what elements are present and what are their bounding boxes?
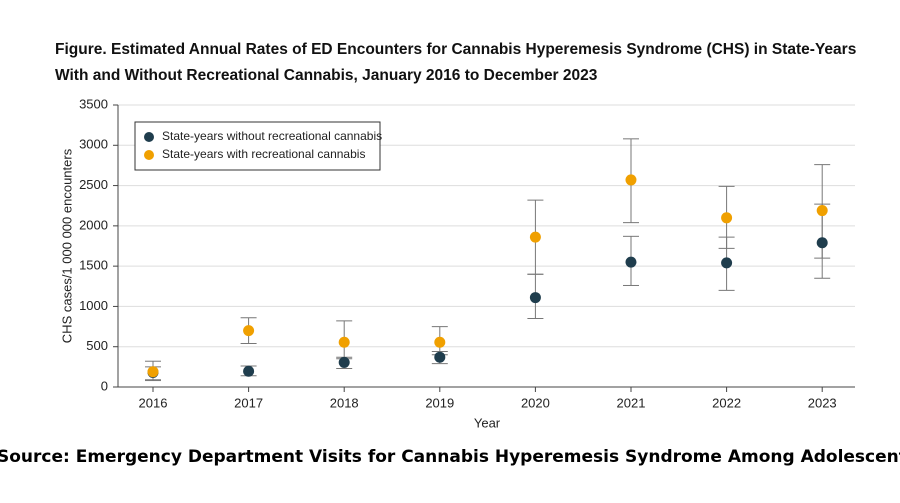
legend-marker: [144, 132, 154, 142]
y-tick-label: 1000: [79, 298, 108, 313]
point: [529, 231, 541, 243]
y-tick-label: 3500: [79, 96, 108, 111]
y-tick-label: 2000: [79, 217, 108, 232]
point: [243, 325, 255, 337]
chart-title: Figure. Estimated Annual Rates of ED Enc…: [55, 41, 856, 58]
point: [816, 205, 828, 217]
point: [434, 351, 446, 363]
source-note: Source: Emergency Department Visits for …: [0, 447, 900, 467]
legend-label: State-years without recreational cannabi…: [162, 129, 382, 143]
point: [338, 336, 350, 348]
point: [816, 237, 828, 249]
point: [434, 336, 446, 348]
point: [147, 366, 159, 378]
chart-title: With and Without Recreational Cannabis, …: [55, 67, 598, 84]
x-tick-label: 2018: [330, 395, 359, 410]
x-tick-label: 2021: [617, 395, 646, 410]
x-tick-label: 2016: [139, 395, 168, 410]
x-axis-label: Year: [474, 415, 501, 430]
x-tick-label: 2020: [521, 395, 550, 410]
legend-label: State-years with recreational cannabis: [162, 147, 365, 161]
y-tick-label: 0: [101, 378, 108, 393]
y-tick-label: 500: [86, 338, 108, 353]
point: [721, 257, 733, 269]
x-tick-label: 2017: [234, 395, 263, 410]
y-tick-label: 3000: [79, 137, 108, 152]
y-tick-label: 1500: [79, 258, 108, 273]
point: [338, 356, 350, 368]
point: [243, 365, 255, 377]
x-tick-label: 2019: [425, 395, 454, 410]
x-tick-label: 2022: [712, 395, 741, 410]
point: [625, 256, 637, 268]
y-tick-label: 2500: [79, 177, 108, 192]
point: [721, 212, 733, 224]
legend-box: [134, 121, 381, 171]
point: [625, 174, 637, 186]
x-tick-label: 2023: [808, 395, 837, 410]
y-axis-label: CHS cases/1 000 000 encounters: [59, 148, 74, 343]
legend-marker: [144, 150, 154, 160]
point: [529, 292, 541, 304]
